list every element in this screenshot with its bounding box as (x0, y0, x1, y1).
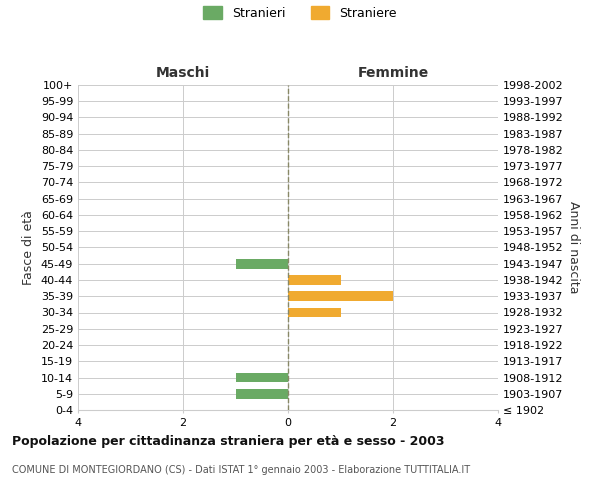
Bar (235, 259, 288, 268)
Text: Maschi: Maschi (156, 66, 210, 80)
Y-axis label: Anni di nascita: Anni di nascita (567, 201, 580, 294)
Text: Popolazione per cittadinanza straniera per età e sesso - 2003: Popolazione per cittadinanza straniera p… (12, 435, 445, 448)
Bar (235, 372, 288, 382)
Bar (288, 275, 341, 285)
Y-axis label: Fasce di età: Fasce di età (22, 210, 35, 285)
Bar (288, 308, 341, 318)
Text: Femmine: Femmine (358, 66, 428, 80)
Bar (235, 389, 288, 398)
Text: COMUNE DI MONTEGIORDANO (CS) - Dati ISTAT 1° gennaio 2003 - Elaborazione TUTTITA: COMUNE DI MONTEGIORDANO (CS) - Dati ISTA… (12, 465, 470, 475)
Legend: Stranieri, Straniere: Stranieri, Straniere (203, 6, 397, 20)
Bar (288, 292, 393, 301)
